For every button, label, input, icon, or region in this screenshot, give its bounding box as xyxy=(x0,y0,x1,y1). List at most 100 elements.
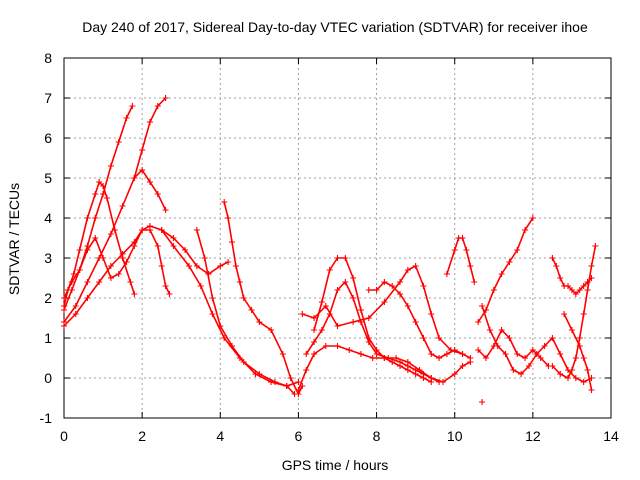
data-point xyxy=(479,303,486,309)
data-point xyxy=(139,167,146,173)
data-point xyxy=(397,363,404,369)
data-point xyxy=(139,147,146,153)
data-point xyxy=(166,291,173,297)
data-point xyxy=(576,287,583,293)
x-axis-label: GPS time / hours xyxy=(282,457,389,473)
data-point xyxy=(96,279,103,285)
data-point xyxy=(256,319,263,325)
series-track-01 xyxy=(61,103,136,313)
series-line xyxy=(313,257,432,383)
data-point xyxy=(154,191,161,197)
data-point xyxy=(463,247,470,253)
x-tick-label: 8 xyxy=(373,428,381,444)
series-line xyxy=(563,313,593,391)
data-point xyxy=(229,343,236,349)
data-point xyxy=(303,367,310,373)
data-point xyxy=(146,119,153,125)
data-point xyxy=(232,263,239,269)
data-point xyxy=(514,247,521,253)
series-track-21 xyxy=(549,243,599,381)
data-point xyxy=(397,291,404,297)
series-track-08 xyxy=(193,227,298,397)
data-point xyxy=(498,327,505,333)
series-line xyxy=(63,225,229,327)
data-point xyxy=(154,103,161,109)
series-line xyxy=(196,229,296,395)
series-track-10 xyxy=(295,343,474,393)
series-track-18 xyxy=(475,327,552,369)
data-point xyxy=(92,215,99,221)
data-point xyxy=(475,347,482,353)
data-point xyxy=(467,355,474,361)
data-point xyxy=(568,287,575,293)
data-point xyxy=(96,179,103,185)
data-point xyxy=(529,215,536,221)
data-point xyxy=(334,323,341,329)
data-point xyxy=(588,387,595,393)
data-point xyxy=(482,355,489,361)
data-point xyxy=(541,343,548,349)
data-point xyxy=(357,351,364,357)
data-point xyxy=(529,347,536,353)
x-tick-label: 0 xyxy=(60,428,68,444)
data-point xyxy=(217,323,224,329)
series-line xyxy=(302,264,471,359)
data-point xyxy=(381,279,388,285)
data-point xyxy=(322,343,329,349)
data-point xyxy=(553,263,560,269)
x-tick-label: 10 xyxy=(447,428,463,444)
data-point xyxy=(381,299,388,305)
data-point xyxy=(572,375,579,381)
data-point xyxy=(443,271,450,277)
data-point xyxy=(119,203,126,209)
data-point xyxy=(279,351,286,357)
data-point xyxy=(334,343,341,349)
data-point xyxy=(119,251,126,257)
series-line xyxy=(477,217,534,323)
data-point xyxy=(256,371,263,377)
data-point xyxy=(549,255,556,261)
data-point xyxy=(397,279,404,285)
series-track-07 xyxy=(158,227,302,389)
data-point xyxy=(428,311,435,317)
data-point xyxy=(510,367,517,373)
data-point xyxy=(221,335,228,341)
series-track-04 xyxy=(131,95,169,181)
data-point xyxy=(522,355,529,361)
data-point xyxy=(322,303,329,309)
data-point xyxy=(318,327,325,333)
data-point xyxy=(158,227,165,233)
data-point xyxy=(428,379,435,385)
x-tick-label: 2 xyxy=(138,428,146,444)
series-line xyxy=(551,245,597,380)
series-track-14 xyxy=(365,279,466,361)
data-point xyxy=(373,287,380,293)
data-point xyxy=(295,379,302,385)
data-point xyxy=(311,351,318,357)
data-point xyxy=(303,351,310,357)
data-point xyxy=(240,359,247,365)
data-point xyxy=(451,347,458,353)
data-point xyxy=(295,387,302,393)
data-point xyxy=(240,295,247,301)
data-point xyxy=(514,351,521,357)
data-point xyxy=(420,375,427,381)
data-point xyxy=(475,319,482,325)
data-point xyxy=(158,263,165,269)
data-point xyxy=(471,279,478,285)
data-point xyxy=(572,291,579,297)
data-point xyxy=(139,227,146,233)
y-tick-label: 0 xyxy=(44,370,52,386)
data-point xyxy=(84,279,91,285)
data-point xyxy=(584,367,591,373)
data-point xyxy=(420,335,427,341)
data-point xyxy=(389,283,396,289)
data-point xyxy=(107,231,114,237)
data-point xyxy=(565,375,572,381)
data-point xyxy=(342,255,349,261)
y-tick-label: 4 xyxy=(44,210,52,226)
data-point xyxy=(131,239,138,245)
data-point xyxy=(225,259,232,265)
data-point xyxy=(123,259,130,265)
